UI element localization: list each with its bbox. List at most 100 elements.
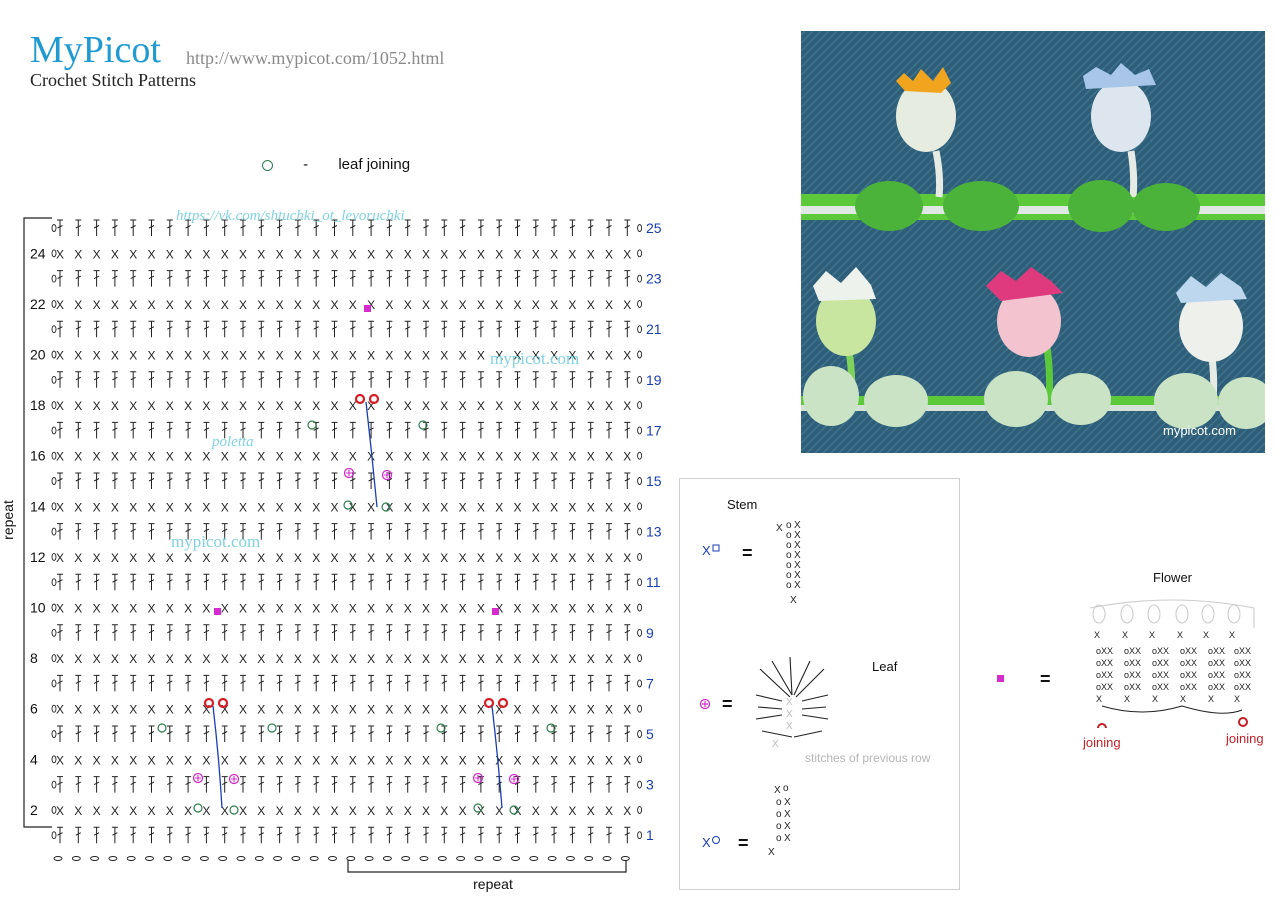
svg-text:oXX: oXX <box>1152 658 1169 668</box>
svg-text:X: X <box>331 298 339 312</box>
leaf-joining-marker <box>343 500 353 510</box>
svg-text:X: X <box>184 450 192 464</box>
svg-text:X: X <box>221 298 229 312</box>
svg-text:oXX: oXX <box>1208 682 1225 692</box>
svg-text:X: X <box>605 703 613 717</box>
svg-text:X: X <box>587 804 595 818</box>
svg-text:oXX: oXX <box>1096 646 1113 656</box>
svg-text:X: X <box>257 804 265 818</box>
svg-text:X: X <box>1149 630 1155 640</box>
flower-symbol-icon <box>997 675 1004 682</box>
svg-text:X: X <box>477 753 485 767</box>
svg-text:X: X <box>93 551 101 565</box>
svg-text:X: X <box>404 349 412 363</box>
svg-text:o: o <box>786 570 792 581</box>
stitch-row <box>51 523 643 540</box>
row-number-odd: 7 <box>646 675 654 691</box>
svg-text:X: X <box>605 450 613 464</box>
svg-text:X: X <box>331 450 339 464</box>
svg-text:X: X <box>1122 630 1128 640</box>
joining-marker <box>368 393 380 405</box>
svg-text:X: X <box>74 247 82 261</box>
svg-text:X: X <box>294 399 302 413</box>
svg-text:X: X <box>93 703 101 717</box>
svg-text:X: X <box>404 602 412 616</box>
svg-text:X: X <box>459 602 467 616</box>
svg-text:X: X <box>385 703 393 717</box>
svg-text:X: X <box>239 247 247 261</box>
row-number-even: 16 <box>30 448 46 464</box>
svg-text:X: X <box>440 450 448 464</box>
svg-text:X: X <box>385 298 393 312</box>
svg-text:X: X <box>440 753 448 767</box>
svg-text:X: X <box>349 349 357 363</box>
svg-text:oXX: oXX <box>1124 682 1141 692</box>
svg-text:X: X <box>1180 694 1186 704</box>
svg-text:o: o <box>776 833 782 844</box>
svg-text:oXX: oXX <box>1124 646 1141 656</box>
svg-text:X: X <box>514 753 522 767</box>
svg-text:X: X <box>239 753 247 767</box>
svg-text:X: X <box>532 551 540 565</box>
left-repeat-label: repeat <box>0 500 16 540</box>
svg-text:X: X <box>148 602 156 616</box>
svg-text:X: X <box>422 602 430 616</box>
svg-text:X: X <box>605 349 613 363</box>
svg-text:X: X <box>56 298 64 312</box>
tulip-white-green <box>803 267 928 427</box>
svg-text:X: X <box>56 652 64 666</box>
svg-text:oXX: oXX <box>1208 658 1225 668</box>
svg-text:X: X <box>477 450 485 464</box>
svg-text:o: o <box>786 520 792 531</box>
svg-text:X: X <box>111 753 119 767</box>
svg-text:X: X <box>312 349 320 363</box>
svg-text:X: X <box>331 399 339 413</box>
svg-text:oXX: oXX <box>1096 682 1113 692</box>
svg-text:X: X <box>312 703 320 717</box>
leaf-joining-marker <box>418 420 428 430</box>
joining-label-right: joining <box>1226 731 1264 746</box>
row-number-odd: 3 <box>646 777 654 793</box>
svg-text:X: X <box>794 520 801 531</box>
svg-text:oXX: oXX <box>1180 646 1197 656</box>
row-number-even: 24 <box>30 245 46 261</box>
row-number-odd: 1 <box>646 827 654 843</box>
row-number-even: 10 <box>30 600 46 616</box>
svg-text:o: o <box>786 580 792 591</box>
svg-text:X: X <box>202 551 210 565</box>
svg-text:X: X <box>1152 694 1158 704</box>
svg-text:X: X <box>702 835 711 850</box>
svg-text:X: X <box>239 349 247 363</box>
svg-text:X: X <box>784 809 791 820</box>
svg-text:X: X <box>294 804 302 818</box>
svg-text:X: X <box>772 739 779 750</box>
svg-text:X: X <box>495 602 503 616</box>
svg-text:X: X <box>312 298 320 312</box>
leaf-equals: = <box>722 694 733 714</box>
svg-text:X: X <box>367 703 375 717</box>
svg-text:X: X <box>605 247 613 261</box>
svg-text:X: X <box>459 703 467 717</box>
brand-url[interactable]: http://www.mypicot.com/1052.html <box>186 48 445 68</box>
svg-text:X: X <box>422 349 430 363</box>
previous-row-note: stitches of previous row <box>805 751 931 765</box>
stitch-row <box>51 219 643 236</box>
leaf-joining-marker <box>157 723 167 733</box>
svg-text:X: X <box>568 450 576 464</box>
row-number-even: 8 <box>30 650 38 666</box>
leaf-joining-marker <box>546 723 556 733</box>
svg-text:X: X <box>56 399 64 413</box>
svg-text:X: X <box>202 450 210 464</box>
svg-text:X: X <box>257 703 265 717</box>
svg-text:X: X <box>111 349 119 363</box>
svg-text:X: X <box>349 551 357 565</box>
svg-text:X: X <box>349 298 357 312</box>
svg-text:X: X <box>514 500 522 514</box>
row-number-even: 20 <box>30 347 46 363</box>
svg-text:X: X <box>276 753 284 767</box>
leaf-label: Leaf <box>872 659 898 674</box>
row-number-even: 2 <box>30 802 38 818</box>
svg-text:X: X <box>790 595 797 606</box>
